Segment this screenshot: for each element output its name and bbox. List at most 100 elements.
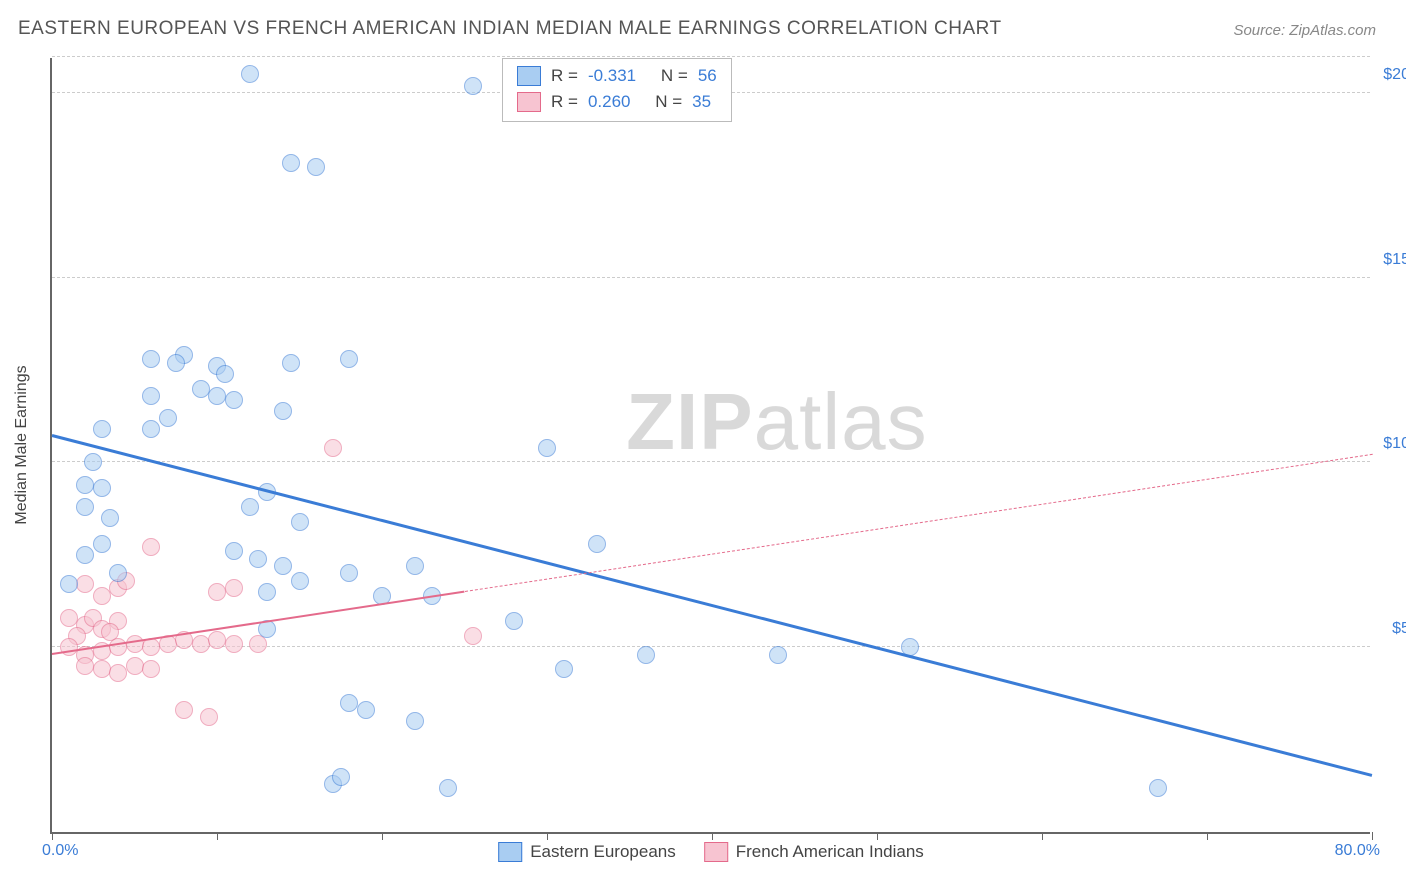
x-tick xyxy=(382,832,383,840)
swatch-series-a xyxy=(517,66,541,86)
scatter-point xyxy=(258,583,276,601)
swatch-series-b xyxy=(517,92,541,112)
trend-line xyxy=(464,454,1372,592)
scatter-point xyxy=(324,439,342,457)
legend-row-series-b: R = 0.260 N = 35 xyxy=(517,89,717,115)
gridline xyxy=(52,56,1370,57)
scatter-point xyxy=(159,409,177,427)
legend-item-series-a: Eastern Europeans xyxy=(498,842,676,862)
scatter-point xyxy=(93,587,111,605)
scatter-point xyxy=(588,535,606,553)
scatter-point xyxy=(109,664,127,682)
scatter-point xyxy=(282,154,300,172)
scatter-point xyxy=(357,701,375,719)
swatch-series-b xyxy=(704,842,728,862)
scatter-point xyxy=(142,538,160,556)
source-attribution: Source: ZipAtlas.com xyxy=(1233,22,1376,39)
scatter-point xyxy=(142,387,160,405)
scatter-point xyxy=(200,708,218,726)
scatter-point xyxy=(439,779,457,797)
x-axis-min-label: 0.0% xyxy=(42,842,78,860)
n-value-b: 35 xyxy=(692,89,711,115)
y-axis-title: Median Male Earnings xyxy=(13,365,31,524)
n-label: N = xyxy=(655,89,682,115)
x-tick xyxy=(52,832,53,840)
scatter-point xyxy=(274,557,292,575)
scatter-point xyxy=(538,439,556,457)
x-tick xyxy=(877,832,878,840)
scatter-point xyxy=(60,638,78,656)
plot-area: ZIPatlas Median Male Earnings 0.0% 80.0%… xyxy=(50,58,1370,834)
gridline xyxy=(52,277,1370,278)
r-label: R = xyxy=(551,89,578,115)
correlation-legend: R = -0.331 N = 56 R = 0.260 N = 35 xyxy=(502,58,732,122)
legend-row-series-a: R = -0.331 N = 56 xyxy=(517,63,717,89)
y-tick-label: $150,000 xyxy=(1375,251,1406,269)
scatter-point xyxy=(208,631,226,649)
x-tick xyxy=(1207,832,1208,840)
trend-line xyxy=(52,434,1373,777)
n-label: N = xyxy=(661,63,688,89)
scatter-point xyxy=(274,402,292,420)
scatter-point xyxy=(464,627,482,645)
scatter-point xyxy=(340,350,358,368)
scatter-point xyxy=(208,387,226,405)
scatter-point xyxy=(142,350,160,368)
scatter-point xyxy=(142,660,160,678)
scatter-point xyxy=(307,158,325,176)
x-tick xyxy=(1372,832,1373,840)
scatter-point xyxy=(126,657,144,675)
scatter-point xyxy=(93,420,111,438)
n-value-a: 56 xyxy=(698,63,717,89)
scatter-point xyxy=(167,354,185,372)
scatter-point xyxy=(241,498,259,516)
scatter-point xyxy=(126,635,144,653)
watermark: ZIPatlas xyxy=(626,376,927,468)
scatter-point xyxy=(208,583,226,601)
r-value-a: -0.331 xyxy=(588,63,636,89)
scatter-point xyxy=(291,572,309,590)
series-a-name: Eastern Europeans xyxy=(530,842,676,862)
gridline xyxy=(52,461,1370,462)
series-legend: Eastern Europeans French American Indian… xyxy=(498,842,924,862)
scatter-point xyxy=(76,657,94,675)
scatter-point xyxy=(101,509,119,527)
scatter-point xyxy=(1149,779,1167,797)
scatter-point xyxy=(225,579,243,597)
x-tick xyxy=(1042,832,1043,840)
scatter-point xyxy=(93,535,111,553)
scatter-point xyxy=(76,498,94,516)
r-label: R = xyxy=(551,63,578,89)
scatter-point xyxy=(76,476,94,494)
x-tick xyxy=(712,832,713,840)
scatter-point xyxy=(555,660,573,678)
scatter-point xyxy=(84,453,102,471)
x-tick xyxy=(217,832,218,840)
y-tick-label: $200,000 xyxy=(1375,66,1406,84)
scatter-point xyxy=(109,564,127,582)
scatter-point xyxy=(76,575,94,593)
scatter-point xyxy=(340,694,358,712)
scatter-point xyxy=(93,479,111,497)
scatter-point xyxy=(241,65,259,83)
scatter-point xyxy=(505,612,523,630)
x-axis-max-label: 80.0% xyxy=(1335,842,1380,860)
r-value-b: 0.260 xyxy=(588,89,631,115)
scatter-point xyxy=(464,77,482,95)
scatter-point xyxy=(225,542,243,560)
scatter-point xyxy=(406,712,424,730)
scatter-point xyxy=(175,701,193,719)
swatch-series-a xyxy=(498,842,522,862)
scatter-point xyxy=(769,646,787,664)
series-b-name: French American Indians xyxy=(736,842,924,862)
scatter-point xyxy=(216,365,234,383)
scatter-point xyxy=(225,391,243,409)
scatter-point xyxy=(93,660,111,678)
scatter-point xyxy=(142,420,160,438)
chart-title: EASTERN EUROPEAN VS FRENCH AMERICAN INDI… xyxy=(18,18,1002,40)
scatter-point xyxy=(340,564,358,582)
scatter-point xyxy=(60,575,78,593)
scatter-point xyxy=(60,609,78,627)
legend-item-series-b: French American Indians xyxy=(704,842,924,862)
scatter-point xyxy=(249,550,267,568)
